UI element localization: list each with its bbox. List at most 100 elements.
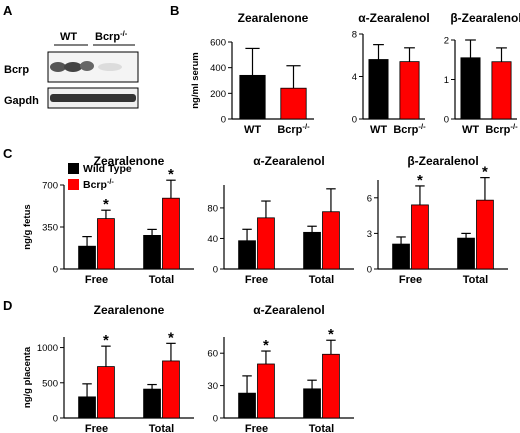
- y-axis-label: ng/ml serum: [190, 52, 201, 109]
- y-tick-label: 8: [352, 30, 357, 41]
- bar: [368, 59, 389, 120]
- significance-star: *: [103, 332, 109, 349]
- bar: [239, 74, 266, 120]
- x-tick-label: Free: [85, 274, 108, 286]
- y-tick-label: 30: [207, 381, 218, 392]
- chart-b2: α-Zearalenol 0 4 8 WT Bcrp-/-: [352, 11, 430, 136]
- x-tick-label: Total: [149, 274, 174, 286]
- blot-row-gapdh: Gapdh: [4, 95, 39, 107]
- chart-c1: Zearalenone 0 350 700 ng/g fetus * Free * Total: [22, 154, 194, 286]
- y-axis-label: ng/g fetus: [22, 204, 33, 249]
- legend-swatch-ko: [68, 179, 79, 190]
- bar: [491, 61, 512, 120]
- y-tick-label: 0: [53, 414, 58, 425]
- x-tick-label: Total: [309, 274, 334, 286]
- chart-d2: α-Zearalenol 0 30 60 * Free * Total: [207, 303, 354, 433]
- legend: Wild Type Bcrp-/-: [68, 163, 132, 191]
- chart-b1: Zearalenone 0 200 400 600 ng/ml serum WT Bcrp-/…: [190, 11, 314, 136]
- x-tick-label: Total: [309, 423, 334, 433]
- y-tick-label: 2: [444, 36, 449, 47]
- bar: [303, 388, 321, 419]
- y-tick-label: 200: [210, 89, 226, 100]
- blot-bcrp-band-faint: [98, 63, 122, 71]
- y-tick-label: 1000: [37, 343, 58, 354]
- y-tick-label: 40: [207, 234, 218, 245]
- x-tick-label: Free: [399, 274, 422, 286]
- x-tick-label: Total: [149, 423, 174, 433]
- x-tick-label: WT: [244, 124, 261, 136]
- x-tick-label: WT: [462, 124, 479, 136]
- panel-label-c: C: [3, 146, 13, 161]
- chart-title: Zearalenone: [238, 11, 309, 25]
- significance-star: *: [482, 164, 488, 181]
- x-tick-label: Bcrp-/-: [277, 122, 310, 137]
- panel-label-b: B: [170, 3, 179, 18]
- y-tick-label: 700: [42, 181, 58, 192]
- x-tick-label: WT: [370, 124, 387, 136]
- bar: [457, 237, 475, 270]
- y-tick-label: 6: [367, 193, 372, 204]
- y-tick-label: 0: [221, 115, 226, 126]
- blot-bcrp-band-2: [64, 62, 82, 72]
- y-tick-label: 1: [444, 75, 449, 86]
- bar: [257, 217, 275, 270]
- bar: [399, 61, 420, 120]
- legend-swatch-wt: [68, 163, 79, 174]
- y-tick-label: 0: [213, 265, 218, 276]
- bar: [97, 218, 115, 270]
- bar: [303, 231, 321, 270]
- blot-gapdh-band: [50, 94, 136, 102]
- blot-row-bcrp: Bcrp: [4, 64, 29, 76]
- chart-title: Zearalenone: [94, 303, 165, 317]
- panel-label-d: D: [3, 298, 12, 313]
- bar: [162, 360, 180, 419]
- chart-title: α-Zearalenol: [253, 303, 324, 317]
- legend-label-wt: Wild Type: [83, 163, 132, 175]
- chart-b3: β-Zearalenol 0 1 2 WT Bcrp-/-: [444, 11, 520, 136]
- bar: [280, 87, 307, 120]
- y-tick-label: 0: [213, 414, 218, 425]
- y-tick-label: 0: [352, 115, 357, 126]
- x-tick-label: Free: [85, 423, 108, 433]
- bar: [238, 392, 256, 419]
- significance-star: *: [168, 329, 174, 346]
- y-tick-label: 80: [207, 203, 218, 214]
- chart-title: β-Zearalenol: [450, 11, 520, 25]
- bar: [78, 245, 96, 270]
- y-tick-label: 0: [444, 115, 449, 126]
- y-tick-label: 350: [42, 223, 58, 234]
- chart-title: Zearalenone: [94, 154, 165, 168]
- y-tick-label: 0: [367, 265, 372, 276]
- bar: [78, 396, 96, 419]
- bar: [143, 388, 161, 419]
- panel-label-a: A: [3, 3, 13, 18]
- y-tick-label: 400: [210, 63, 226, 74]
- x-tick-label: Free: [245, 423, 268, 433]
- bar: [97, 366, 115, 419]
- y-tick-label: 4: [352, 72, 357, 83]
- bar: [476, 199, 494, 270]
- blot-lane-wt: WT: [60, 31, 77, 43]
- blot-bcrp-band-3: [80, 61, 94, 71]
- chart-title: α-Zearalenol: [253, 154, 324, 168]
- x-tick-label: Total: [463, 274, 488, 286]
- x-tick-label: Free: [245, 274, 268, 286]
- western-blot: WT Bcrp-/- Bcrp Gapdh: [4, 29, 139, 109]
- y-tick-label: 500: [42, 378, 58, 389]
- bar: [411, 204, 429, 270]
- chart-c2: α-Zearalenol 0 40 80 Free Total: [207, 154, 354, 286]
- chart-title: α-Zearalenol: [358, 11, 429, 25]
- legend-label-ko: Bcrp-/-: [83, 177, 114, 192]
- blot-bcrp-band-1: [50, 62, 66, 72]
- significance-star: *: [328, 326, 334, 343]
- significance-star: *: [263, 337, 269, 354]
- significance-star: *: [417, 172, 423, 189]
- significance-star: *: [103, 196, 109, 213]
- y-tick-label: 0: [53, 265, 58, 276]
- chart-title: β-Zearalenol: [407, 154, 478, 168]
- bar: [238, 240, 256, 270]
- bar: [257, 363, 275, 419]
- chart-d1: Zearalenone 0 500 1000 ng/g placenta * Free * To…: [22, 303, 194, 433]
